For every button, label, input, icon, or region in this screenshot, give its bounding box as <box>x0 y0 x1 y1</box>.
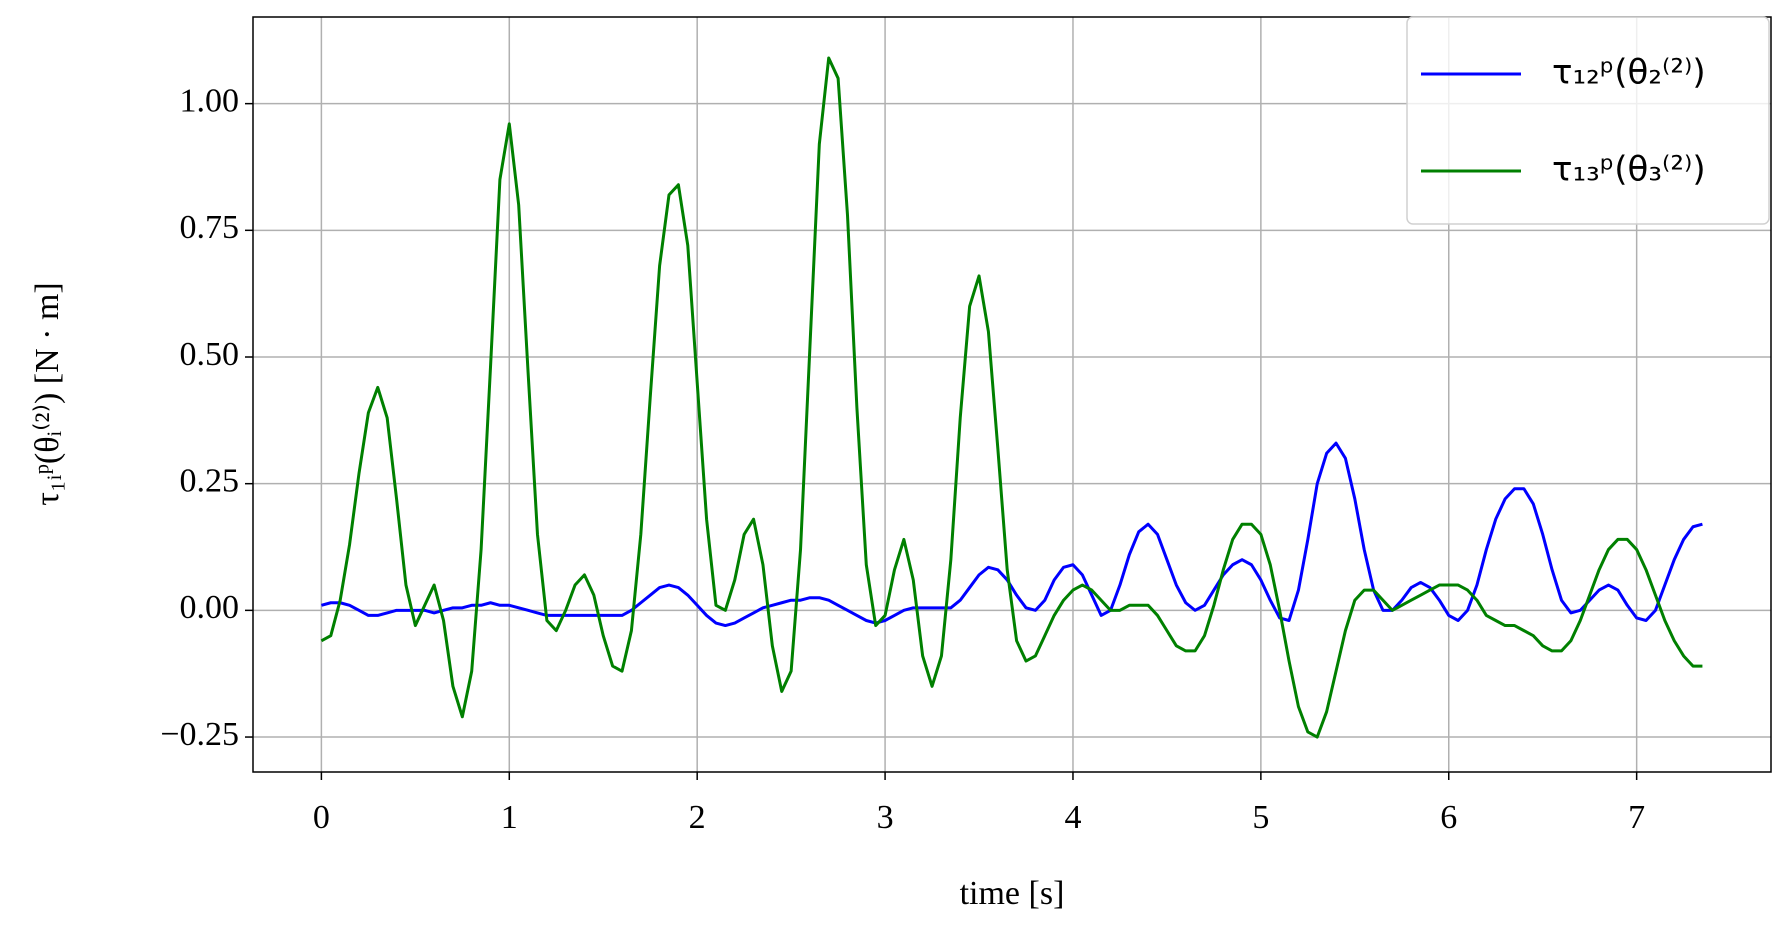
y-tick-label: 0.50 <box>180 336 240 373</box>
x-tick-label: 4 <box>1064 799 1081 836</box>
y-tick-label: 0.00 <box>180 589 240 626</box>
x-tick-label: 5 <box>1252 799 1269 836</box>
x-tick-label: 2 <box>689 799 706 836</box>
series-line <box>321 441 1703 628</box>
x-tick-label: 0 <box>313 799 330 836</box>
x-tick-label: 7 <box>1628 799 1645 836</box>
plot-frame <box>252 16 1772 773</box>
y-tick-label: −0.25 <box>160 716 239 753</box>
legend-label: τ₁₃ᵖ(θ₃⁽²⁾) <box>1552 150 1706 190</box>
y-tick-label: 0.25 <box>180 462 240 499</box>
x-tick-label: 6 <box>1440 799 1457 836</box>
series-line <box>320 56 1703 739</box>
x-axis-label: time [s] <box>960 875 1065 912</box>
y-tick-label: 1.00 <box>180 82 240 119</box>
x-tick-label: 3 <box>877 799 894 836</box>
y-axis-label: τ₁ᵢᵖ(θᵢ⁽²⁾) [N · m] <box>29 282 66 506</box>
legend-box <box>1406 16 1770 225</box>
y-tick-label: 0.75 <box>180 209 240 246</box>
x-tick-label: 1 <box>501 799 518 836</box>
legend-label: τ₁₂ᵖ(θ₂⁽²⁾) <box>1552 53 1706 93</box>
